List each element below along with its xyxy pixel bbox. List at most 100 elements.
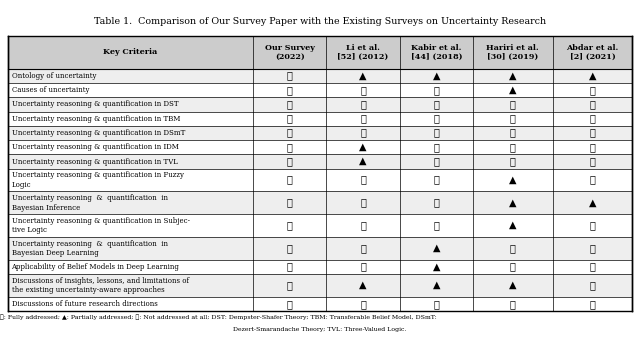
- Text: ✗: ✗: [360, 244, 366, 253]
- Text: ✗: ✗: [510, 157, 516, 166]
- Text: ✗: ✗: [589, 114, 595, 123]
- Text: ✓: ✓: [287, 244, 292, 253]
- Text: ▲: ▲: [509, 198, 516, 207]
- Text: Uncertainty reasoning & quantification in Subjec-
tive Logic: Uncertainty reasoning & quantification i…: [12, 217, 189, 235]
- Text: ✗: ✗: [589, 157, 595, 166]
- Text: ✗: ✗: [433, 198, 439, 207]
- Text: ✗: ✗: [589, 100, 595, 109]
- Text: ▲: ▲: [589, 198, 596, 207]
- Text: ▲: ▲: [433, 72, 440, 80]
- Text: ✓: ✓: [433, 86, 439, 95]
- Bar: [8, 260, 632, 274]
- Text: ✗: ✗: [433, 175, 439, 185]
- Bar: [8, 36, 632, 69]
- Text: ✓: ✓: [589, 86, 595, 95]
- Text: ✓: ✓: [287, 175, 292, 185]
- Bar: [8, 214, 632, 237]
- Text: ✗: ✗: [433, 143, 439, 152]
- Text: ✓: ✓: [287, 157, 292, 166]
- Text: Uncertainty reasoning & quantification in TBM: Uncertainty reasoning & quantification i…: [12, 115, 180, 123]
- Text: Dezert-Smarandache Theory; TVL: Three-Valued Logic.: Dezert-Smarandache Theory; TVL: Three-Va…: [233, 327, 407, 332]
- Text: Uncertainty reasoning & quantification in IDM: Uncertainty reasoning & quantification i…: [12, 143, 179, 151]
- Bar: [8, 140, 632, 154]
- Text: Abdar et al.
[2] (2021): Abdar et al. [2] (2021): [566, 44, 619, 61]
- Text: ✗: ✗: [589, 129, 595, 138]
- Text: ✓: ✓: [287, 86, 292, 95]
- Text: ▲: ▲: [433, 244, 440, 253]
- Text: ▲: ▲: [359, 281, 367, 290]
- Text: ✗: ✗: [510, 244, 516, 253]
- Text: ▲: ▲: [589, 72, 596, 80]
- Text: Hariri et al.
[30] (2019): Hariri et al. [30] (2019): [486, 44, 539, 61]
- Text: ✗: ✗: [433, 114, 439, 123]
- Text: ▲: ▲: [509, 72, 516, 80]
- Text: Uncertainty reasoning & quantification in DST: Uncertainty reasoning & quantification i…: [12, 100, 178, 108]
- Text: ✗: ✗: [510, 100, 516, 109]
- Text: ✓: ✓: [287, 129, 292, 138]
- Text: ▲: ▲: [359, 72, 367, 80]
- Text: Uncertainty reasoning & quantification in DSmT: Uncertainty reasoning & quantification i…: [12, 129, 185, 137]
- Text: ✗: ✗: [433, 100, 439, 109]
- Text: ▲: ▲: [509, 86, 516, 95]
- Text: ✓: ✓: [589, 281, 595, 290]
- Text: Li et al.
[52] (2012): Li et al. [52] (2012): [337, 44, 388, 61]
- Bar: [8, 169, 632, 192]
- Text: ✗: ✗: [510, 114, 516, 123]
- Text: ✓: ✓: [360, 100, 366, 109]
- Text: ▲: ▲: [509, 175, 516, 185]
- Text: ✓: ✓: [360, 300, 366, 309]
- Text: Kabir et al.
[44] (2018): Kabir et al. [44] (2018): [411, 44, 462, 61]
- Text: ✓: ✓: [360, 86, 366, 95]
- Text: Table 1.  Comparison of Our Survey Paper with the Existing Surveys on Uncertaint: Table 1. Comparison of Our Survey Paper …: [94, 17, 546, 26]
- Bar: [8, 154, 632, 169]
- Text: ▲: ▲: [509, 281, 516, 290]
- Text: Uncertainty reasoning  &  quantification  in
Bayesian Deep Learning: Uncertainty reasoning & quantification i…: [12, 240, 168, 257]
- Text: ✓: ✓: [287, 221, 292, 230]
- Text: Our Survey
(2022): Our Survey (2022): [265, 44, 315, 61]
- Text: Uncertainty reasoning & quantification in Fuzzy
Logic: Uncertainty reasoning & quantification i…: [12, 171, 184, 189]
- Text: Discussions of insights, lessons, and limitations of
the existing uncertainty-aw: Discussions of insights, lessons, and li…: [12, 277, 189, 294]
- Bar: [8, 111, 632, 126]
- Text: ✓: ✓: [287, 100, 292, 109]
- Text: Causes of uncertainty: Causes of uncertainty: [12, 86, 89, 94]
- Text: ✓: Fully addressed; ▲: Partially addressed; ✗: Not addressed at all; DST: Dempst: ✓: Fully addressed; ▲: Partially address…: [0, 314, 436, 320]
- Text: ✓: ✓: [287, 143, 292, 152]
- Text: ✓: ✓: [287, 262, 292, 272]
- Text: ✗: ✗: [510, 129, 516, 138]
- Text: Ontology of uncertainty: Ontology of uncertainty: [12, 72, 96, 80]
- Text: ✗: ✗: [433, 221, 439, 230]
- Text: ✗: ✗: [433, 157, 439, 166]
- Bar: [8, 126, 632, 140]
- Text: ✗: ✗: [360, 262, 366, 272]
- Bar: [8, 69, 632, 83]
- Text: ✓: ✓: [287, 72, 292, 80]
- Text: ✓: ✓: [287, 300, 292, 309]
- Text: ▲: ▲: [359, 157, 367, 166]
- Text: Uncertainty reasoning & quantification in TVL: Uncertainty reasoning & quantification i…: [12, 158, 177, 165]
- Text: ▲: ▲: [433, 281, 440, 290]
- Text: Uncertainty reasoning  &  quantification  in
Bayesian Inference: Uncertainty reasoning & quantification i…: [12, 194, 168, 212]
- Text: ✓: ✓: [287, 281, 292, 290]
- Text: ✓: ✓: [360, 198, 366, 207]
- Text: ✗: ✗: [589, 221, 595, 230]
- Text: Discussions of future research directions: Discussions of future research direction…: [12, 300, 157, 308]
- Bar: [8, 192, 632, 214]
- Text: ✗: ✗: [589, 262, 595, 272]
- Text: ✗: ✗: [360, 221, 366, 230]
- Text: ✗: ✗: [510, 143, 516, 152]
- Text: ✗: ✗: [589, 175, 595, 185]
- Text: ✗: ✗: [360, 114, 366, 123]
- Bar: [8, 83, 632, 97]
- Text: ✓: ✓: [287, 198, 292, 207]
- Bar: [8, 97, 632, 111]
- Text: ✓: ✓: [287, 114, 292, 123]
- Text: ✓: ✓: [433, 300, 439, 309]
- Bar: [8, 297, 632, 311]
- Text: ✓: ✓: [589, 244, 595, 253]
- Text: ✗: ✗: [433, 129, 439, 138]
- Text: ▲: ▲: [509, 221, 516, 230]
- Text: ✗: ✗: [589, 143, 595, 152]
- Text: ▲: ▲: [359, 143, 367, 152]
- Text: Key Criteria: Key Criteria: [103, 49, 157, 56]
- Text: ✗: ✗: [360, 129, 366, 138]
